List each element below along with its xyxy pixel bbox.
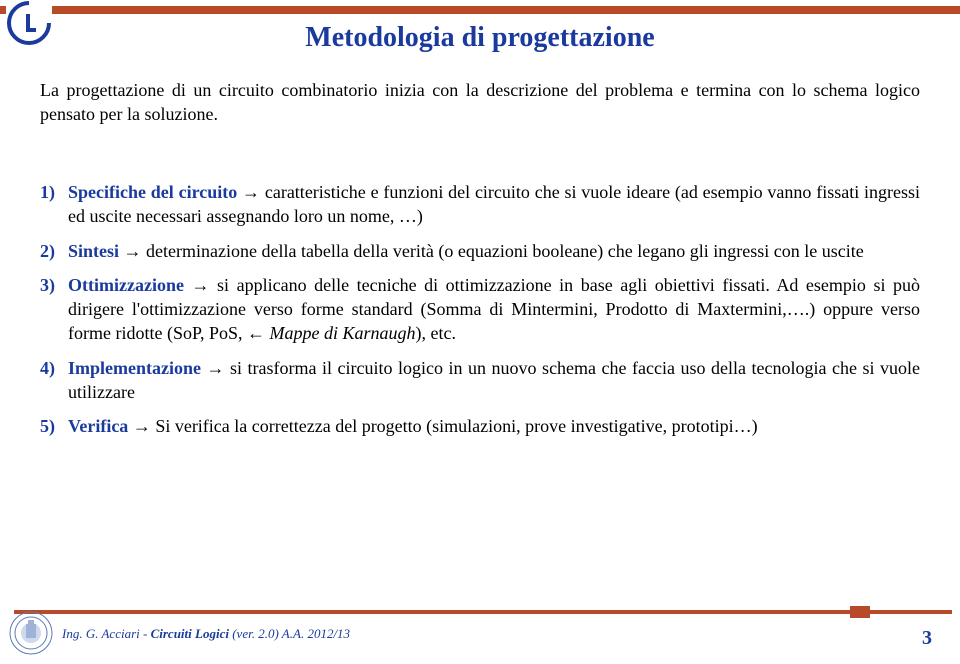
methodology-list: 1) Specifiche del circuito → caratterist… bbox=[40, 180, 920, 449]
item-text: → Si verifica la correttezza del progett… bbox=[128, 416, 757, 436]
top-accent-bar bbox=[0, 6, 960, 14]
footer-author: Ing. G. Acciari bbox=[62, 626, 140, 641]
item-text: → si applicano delle tecniche di ottimiz… bbox=[68, 275, 920, 344]
item-body: Verifica → Si verifica la correttezza de… bbox=[68, 414, 920, 438]
item-text: → determinazione della tabella della ver… bbox=[119, 241, 864, 261]
item-italic: Mappe di Karnaugh bbox=[270, 323, 416, 343]
list-item: 3) Ottimizzazione → si applicano delle t… bbox=[40, 273, 920, 346]
item-number: 5) bbox=[40, 414, 68, 438]
footer-version: (ver. 2.0) bbox=[229, 626, 279, 641]
item-number: 1) bbox=[40, 180, 68, 229]
university-seal-icon bbox=[8, 610, 54, 656]
footer-text: Ing. G. Acciari - Circuiti Logici (ver. … bbox=[62, 626, 350, 642]
item-body: Specifiche del circuito → caratteristich… bbox=[68, 180, 920, 229]
item-number: 4) bbox=[40, 356, 68, 405]
item-body: Ottimizzazione → si applicano delle tecn… bbox=[68, 273, 920, 346]
bottom-accent-notch bbox=[850, 606, 870, 618]
list-item: 5) Verifica → Si verifica la correttezza… bbox=[40, 414, 920, 438]
footer-sep: - bbox=[140, 626, 151, 641]
item-tail: ), etc. bbox=[416, 323, 456, 343]
item-head: Ottimizzazione bbox=[68, 275, 184, 295]
item-body: Implementazione → si trasforma il circui… bbox=[68, 356, 920, 405]
footer-year: A.A. 2012/13 bbox=[279, 626, 350, 641]
bottom-accent-bar bbox=[14, 610, 952, 614]
item-head: Sintesi bbox=[68, 241, 119, 261]
slide-title: Metodologia di progettazione bbox=[0, 22, 960, 54]
item-number: 3) bbox=[40, 273, 68, 346]
item-body: Sintesi → determinazione della tabella d… bbox=[68, 239, 920, 263]
item-head: Specifiche del circuito bbox=[68, 182, 237, 202]
page-number: 3 bbox=[922, 627, 932, 650]
logo-top-left bbox=[6, 0, 52, 46]
list-item: 4) Implementazione → si trasforma il cir… bbox=[40, 356, 920, 405]
intro-paragraph: La progettazione di un circuito combinat… bbox=[40, 78, 920, 127]
item-head: Implementazione bbox=[68, 358, 201, 378]
item-number: 2) bbox=[40, 239, 68, 263]
footer-course: Circuiti Logici bbox=[151, 626, 229, 641]
list-item: 1) Specifiche del circuito → caratterist… bbox=[40, 180, 920, 229]
list-item: 2) Sintesi → determinazione della tabell… bbox=[40, 239, 920, 263]
item-head: Verifica bbox=[68, 416, 128, 436]
